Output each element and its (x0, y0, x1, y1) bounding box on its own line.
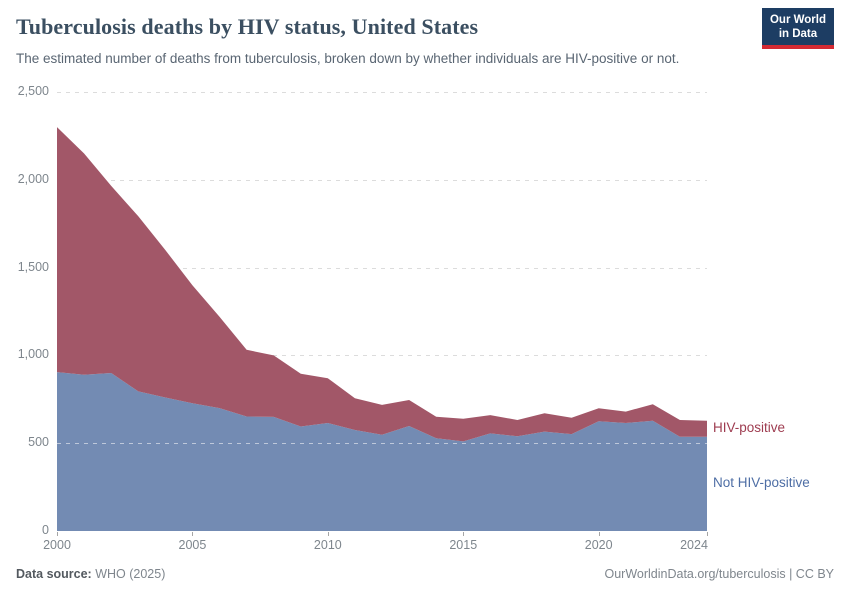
x-axis-tick-label: 2005 (178, 538, 207, 552)
owid-logo-line1: Our World (769, 14, 826, 26)
area-series-not-hiv-positive[interactable] (57, 372, 707, 531)
gridline-2000 (57, 179, 707, 181)
chart-subtitle: The estimated number of deaths from tube… (16, 51, 680, 66)
owid-logo-line2: in Data (778, 28, 818, 41)
area-series-hiv-positive[interactable] (57, 127, 707, 442)
y-axis-tick-label: 1,500 (17, 259, 49, 274)
chart-footer: Data source: WHO (2025) OurWorldinData.o… (16, 567, 834, 581)
x-axis-tick-label: 2000 (43, 538, 71, 552)
x-axis-tick-mark (707, 532, 708, 536)
y-axis-tick-label: 2,500 (17, 84, 49, 98)
y-axis-tick-label: 2,000 (17, 171, 49, 186)
x-axis-tick-mark (57, 532, 58, 536)
x-axis-tick-mark (598, 532, 600, 536)
x-axis-tick-mark (463, 532, 465, 536)
gridline-2500 (57, 92, 707, 93)
stacked-area-chart[interactable] (57, 92, 707, 531)
legend-label-not-hiv-positive[interactable]: Not HIV-positive (713, 474, 810, 490)
legend-label-hiv-positive[interactable]: HIV-positive (713, 419, 786, 435)
x-axis-tick-label: 2010 (313, 538, 342, 552)
data-source-label: Data source: (16, 567, 92, 581)
x-axis-tick-mark (192, 532, 194, 536)
plot-area[interactable] (57, 92, 707, 531)
data-source-value: WHO (2025) (91, 567, 166, 581)
gridline-1000 (57, 355, 707, 357)
x-axis-tick-mark (327, 532, 329, 536)
gridline-overlay-500 (57, 443, 707, 445)
y-axis-tick-label: 1,000 (17, 347, 49, 362)
credit-link[interactable]: OurWorldinData.org/tuberculosis | CC BY (604, 567, 835, 581)
y-axis-tick-label: 0 (42, 523, 49, 537)
owid-logo[interactable]: Our World in Data (761, 8, 834, 50)
gridline-1500 (57, 267, 707, 269)
page-title: Tuberculosis deaths by HIV status, Unite… (16, 14, 479, 39)
x-axis-tick-label: 2015 (449, 538, 478, 552)
y-axis-tick-label: 500 (28, 435, 49, 450)
x-axis-tick-label: 2024 (680, 538, 708, 552)
data-source: Data source: WHO (2025) (16, 567, 165, 581)
x-axis-tick-label: 2020 (584, 538, 613, 552)
